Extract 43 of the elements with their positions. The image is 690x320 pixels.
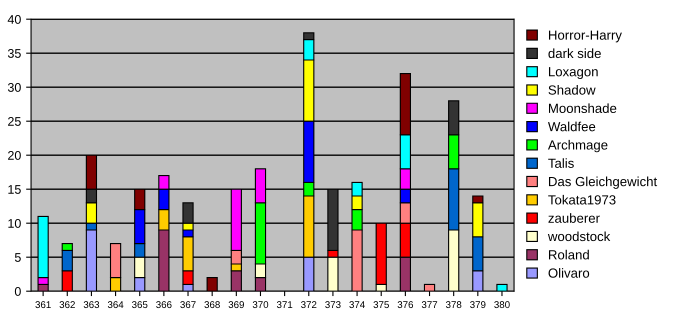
y-tick-label: 30	[8, 83, 21, 92]
x-tick-label: 379	[470, 301, 486, 308]
y-tick-label: 5	[14, 253, 21, 262]
legend-label: Roland	[548, 250, 589, 260]
x-tick-label: 362	[60, 301, 75, 308]
legend-label: Das Gleichgewicht	[548, 176, 658, 189]
x-tick-label: 378	[446, 301, 462, 308]
legend-label: zauberer	[548, 213, 600, 223]
legend-label: dark side	[548, 48, 601, 58]
x-tick-label: 361	[35, 301, 51, 308]
x-tick-label: 365	[132, 301, 148, 308]
legend-label: Waldfee	[548, 122, 596, 132]
x-tick-label: 370	[252, 301, 268, 308]
y-tick-label: 25	[8, 117, 21, 126]
legend-label: woodstock	[548, 231, 610, 242]
legend-label: Olivaro	[548, 268, 590, 278]
x-tick-label: 366	[156, 301, 172, 308]
y-tick-label: 40	[8, 15, 21, 24]
legend-label: Shadow	[548, 85, 596, 95]
x-tick-label: 374	[349, 301, 365, 308]
legend-label: Loxagon	[548, 67, 598, 79]
y-tick-label: 15	[8, 185, 21, 194]
legend-label: Horror-Harry	[548, 30, 622, 42]
legend-label: Moonshade	[548, 103, 616, 114]
x-tick-label: 368	[204, 301, 220, 308]
x-tick-label: 375	[373, 301, 389, 308]
x-tick-label: 371	[276, 301, 292, 308]
y-tick-label: 35	[8, 49, 21, 58]
x-tick-label: 363	[84, 301, 100, 308]
y-tick-label: 0	[14, 287, 21, 296]
x-tick-label: 372	[301, 301, 316, 308]
x-tick-label: 377	[422, 301, 438, 308]
x-tick-label: 373	[325, 301, 341, 308]
x-tick-label: 369	[228, 301, 244, 308]
legend-label: Archmage	[548, 140, 608, 152]
x-tick-label: 367	[180, 301, 196, 308]
x-tick-label: 376	[398, 301, 414, 308]
y-tick-label: 10	[8, 219, 21, 228]
y-tick-label: 20	[8, 151, 21, 160]
x-tick-label: 380	[494, 301, 510, 308]
legend-label: Talis	[548, 158, 574, 168]
legend-label: Tokata1973	[548, 194, 616, 205]
x-tick-label: 364	[108, 301, 124, 308]
